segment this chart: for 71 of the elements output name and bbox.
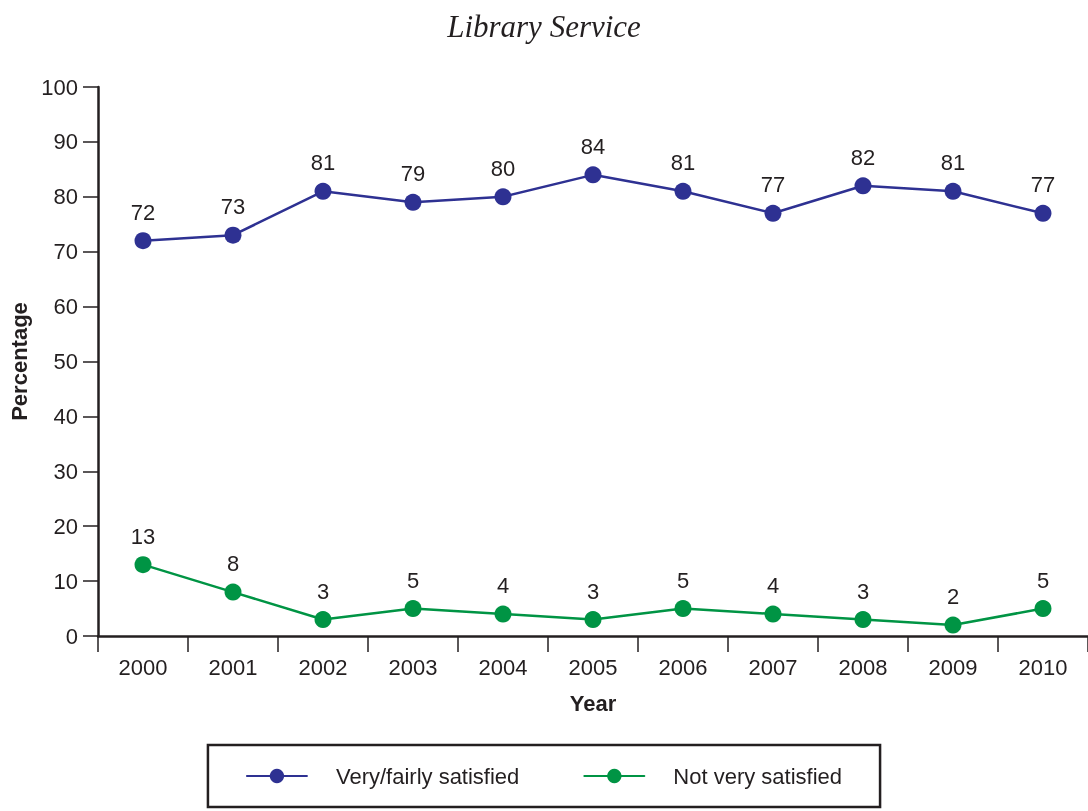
y-axis-title: Percentage: [6, 302, 32, 421]
point: [764, 605, 782, 623]
x-tick-label: 2009: [928, 654, 978, 680]
data-label: 4: [496, 573, 510, 599]
data-label: 3: [856, 578, 870, 604]
x-tick-label: 2004: [478, 654, 528, 680]
data-label: 81: [670, 150, 696, 176]
point: [134, 556, 152, 574]
point: [944, 616, 962, 634]
y-tick-label: 0: [65, 623, 78, 649]
data-label: 3: [586, 578, 600, 604]
point: [494, 188, 512, 206]
y-tick-label: 10: [53, 568, 78, 594]
point: [404, 600, 422, 618]
data-label: 8: [226, 551, 240, 577]
data-label: 3: [316, 578, 330, 604]
data-label: 5: [1036, 567, 1050, 593]
point: [854, 611, 872, 629]
chart-title: Library Service: [446, 9, 642, 44]
data-label: 80: [490, 155, 516, 181]
data-label: 73: [220, 194, 246, 220]
y-tick-label: 20: [53, 513, 78, 539]
x-tick-label: 2008: [838, 654, 888, 680]
x-tick-label: 2002: [298, 654, 348, 680]
data-label: 13: [130, 523, 156, 549]
legend-label: Not very satisfied: [673, 763, 843, 789]
data-label: 79: [400, 161, 426, 187]
y-tick-label: 70: [53, 239, 78, 265]
data-label: 2: [946, 584, 960, 610]
point: [314, 611, 332, 629]
y-tick-label: 80: [53, 184, 78, 210]
point: [584, 166, 602, 184]
point: [224, 226, 242, 244]
point: [404, 193, 422, 211]
data-label: 5: [406, 567, 420, 593]
y-tick-label: 100: [41, 74, 78, 100]
y-tick-label: 90: [53, 129, 78, 155]
point: [134, 232, 152, 250]
point: [764, 204, 782, 222]
point: [1034, 204, 1052, 222]
x-tick-label: 2003: [388, 654, 438, 680]
point: [224, 583, 242, 601]
y-tick-label: 30: [53, 458, 78, 484]
point: [944, 182, 962, 200]
data-label: 77: [760, 172, 786, 198]
point: [1034, 600, 1052, 618]
x-tick-label: 2001: [208, 654, 258, 680]
data-label: 77: [1030, 172, 1056, 198]
point: [674, 600, 692, 618]
point: [674, 182, 692, 200]
x-tick-label: 2006: [658, 654, 708, 680]
point: [494, 605, 512, 623]
x-axis-title: Year: [569, 690, 617, 716]
point: [854, 177, 872, 195]
data-label: 84: [580, 133, 606, 159]
x-tick-label: 2005: [568, 654, 618, 680]
data-label: 81: [940, 150, 966, 176]
x-tick-label: 2000: [118, 654, 168, 680]
x-tick-label: 2007: [748, 654, 798, 680]
x-tick-label: 2010: [1018, 654, 1068, 680]
y-tick-label: 40: [53, 403, 78, 429]
data-label: 81: [310, 150, 336, 176]
y-tick-label: 50: [53, 349, 78, 374]
point: [314, 182, 332, 200]
data-label: 5: [676, 567, 690, 593]
y-tick-label: 60: [53, 294, 78, 320]
legend-label: Very/fairly satisfied: [335, 763, 520, 789]
data-label: 72: [130, 199, 156, 225]
data-label: 4: [766, 573, 780, 599]
point: [584, 611, 602, 629]
data-label: 82: [850, 144, 876, 170]
